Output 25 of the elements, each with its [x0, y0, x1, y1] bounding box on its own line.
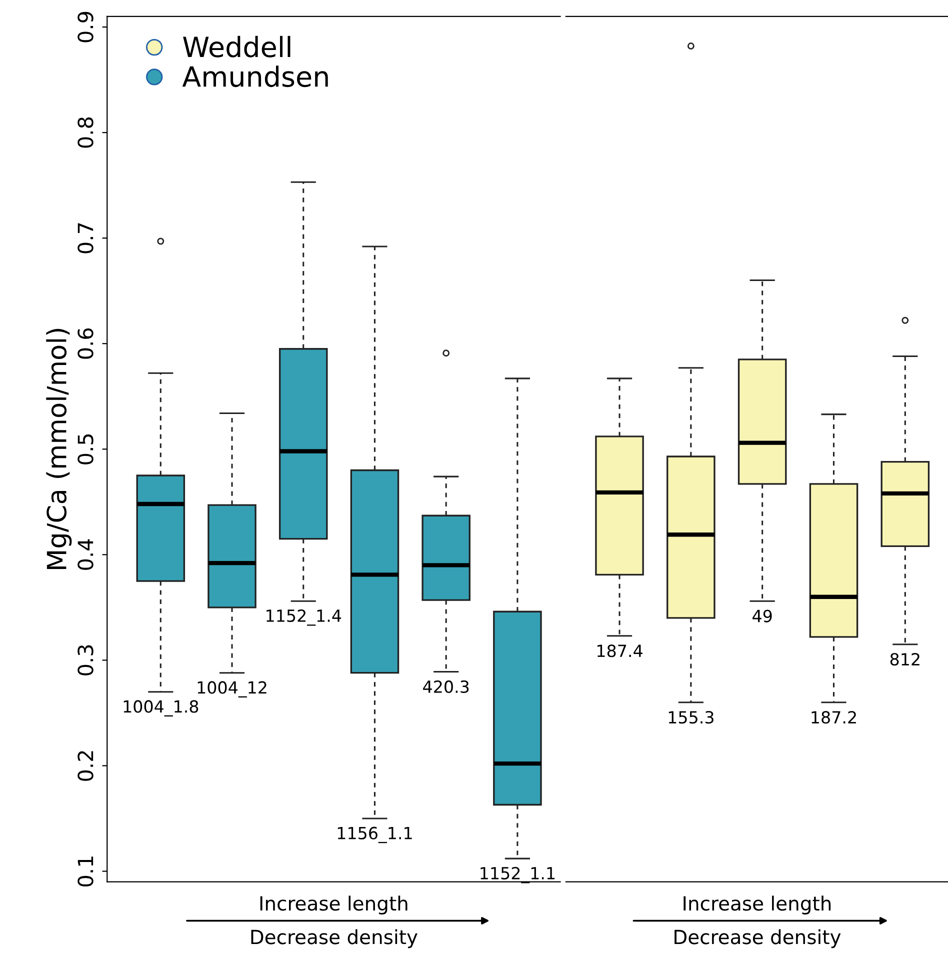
y-tick-label: 0.6 [78, 328, 94, 359]
y-tick-label: 0.7 [78, 223, 94, 254]
category-label: 49 [752, 610, 772, 622]
y-tick-label: 0.2 [78, 751, 94, 781]
category-label: 187.2 [812, 711, 856, 724]
y-tick-label: 0.1 [78, 856, 94, 886]
y-tick-label: 0.5 [78, 434, 94, 464]
x-tick-label: 1152_1.4 [266, 609, 342, 626]
y-axis-title: Mg/Ca (mmol/mol) [46, 328, 72, 570]
y-tick-label: 0.3 [78, 645, 94, 676]
legend-label: Weddell [183, 36, 290, 58]
x-tick-label: 1004_1.8 [124, 700, 198, 716]
category-label: 187.4 [597, 644, 642, 658]
x-axis-title: Increase length Decrease density [674, 896, 841, 948]
x-tick-label: 1004_12 [198, 681, 266, 698]
y-tick-label: 0.9 [78, 12, 94, 42]
y-tick-label: 0.8 [78, 117, 94, 148]
category-label: 812 [890, 652, 920, 666]
x-axis-title: Increase length Decrease density [251, 896, 418, 948]
x-tick-label: 1152_1.1 [480, 866, 555, 884]
x-tick-label: 1156_1.1 [338, 826, 412, 844]
category-label: 155.3 [668, 711, 714, 724]
y-tick-label: 0.4 [78, 539, 94, 570]
legend-label: Amundsen [182, 66, 328, 88]
x-tick-label: 420.3 [423, 680, 469, 694]
